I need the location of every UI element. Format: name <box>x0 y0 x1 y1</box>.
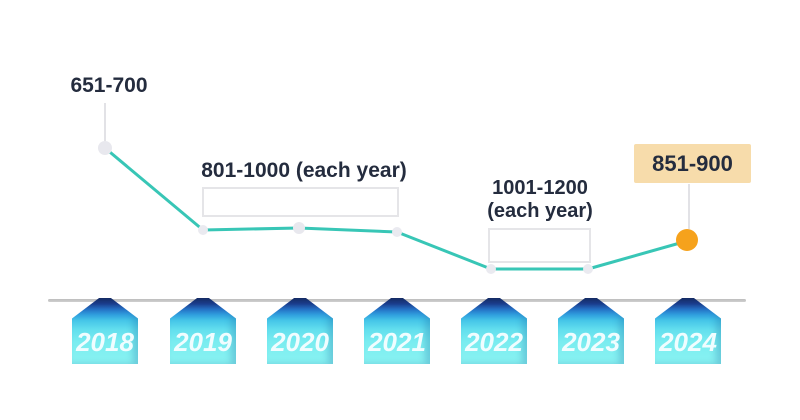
year-label: 2023 <box>562 327 620 357</box>
year-label: 2021 <box>368 327 426 357</box>
annotation-2022-2023-line2: (each year) <box>487 200 593 222</box>
year-tag-2022: 2022 <box>461 298 527 364</box>
annotation-2022-2023-range: 1001-1200 (each year) <box>478 177 602 223</box>
annotation-2019-2021-range: 801-1000 (each year) <box>201 159 407 182</box>
bracket-2022-2023 <box>488 228 591 263</box>
data-point-2022 <box>486 264 496 274</box>
year-tag-2020: 2020 <box>267 298 333 364</box>
year-label: 2022 <box>465 327 523 357</box>
data-point-2023 <box>583 264 593 274</box>
annotation-2024-range-highlighted: 851-900 <box>634 144 751 183</box>
data-point-2018 <box>98 141 112 155</box>
data-point-2021 <box>392 227 402 237</box>
year-label: 2018 <box>76 327 134 357</box>
annotation-2018-range: 651-700 <box>70 74 148 97</box>
year-label: 2024 <box>659 327 717 357</box>
year-tag-2019: 2019 <box>170 298 236 364</box>
data-point-2024-highlight <box>676 229 698 251</box>
data-point-2019 <box>198 225 208 235</box>
year-label: 2020 <box>271 327 329 357</box>
bracket-2019-2021 <box>202 187 399 217</box>
annotation-2022-2023-line1: 1001-1200 <box>492 177 588 199</box>
year-label: 2019 <box>174 327 232 357</box>
year-tag-2018: 2018 <box>72 298 138 364</box>
data-point-2020 <box>293 222 305 234</box>
